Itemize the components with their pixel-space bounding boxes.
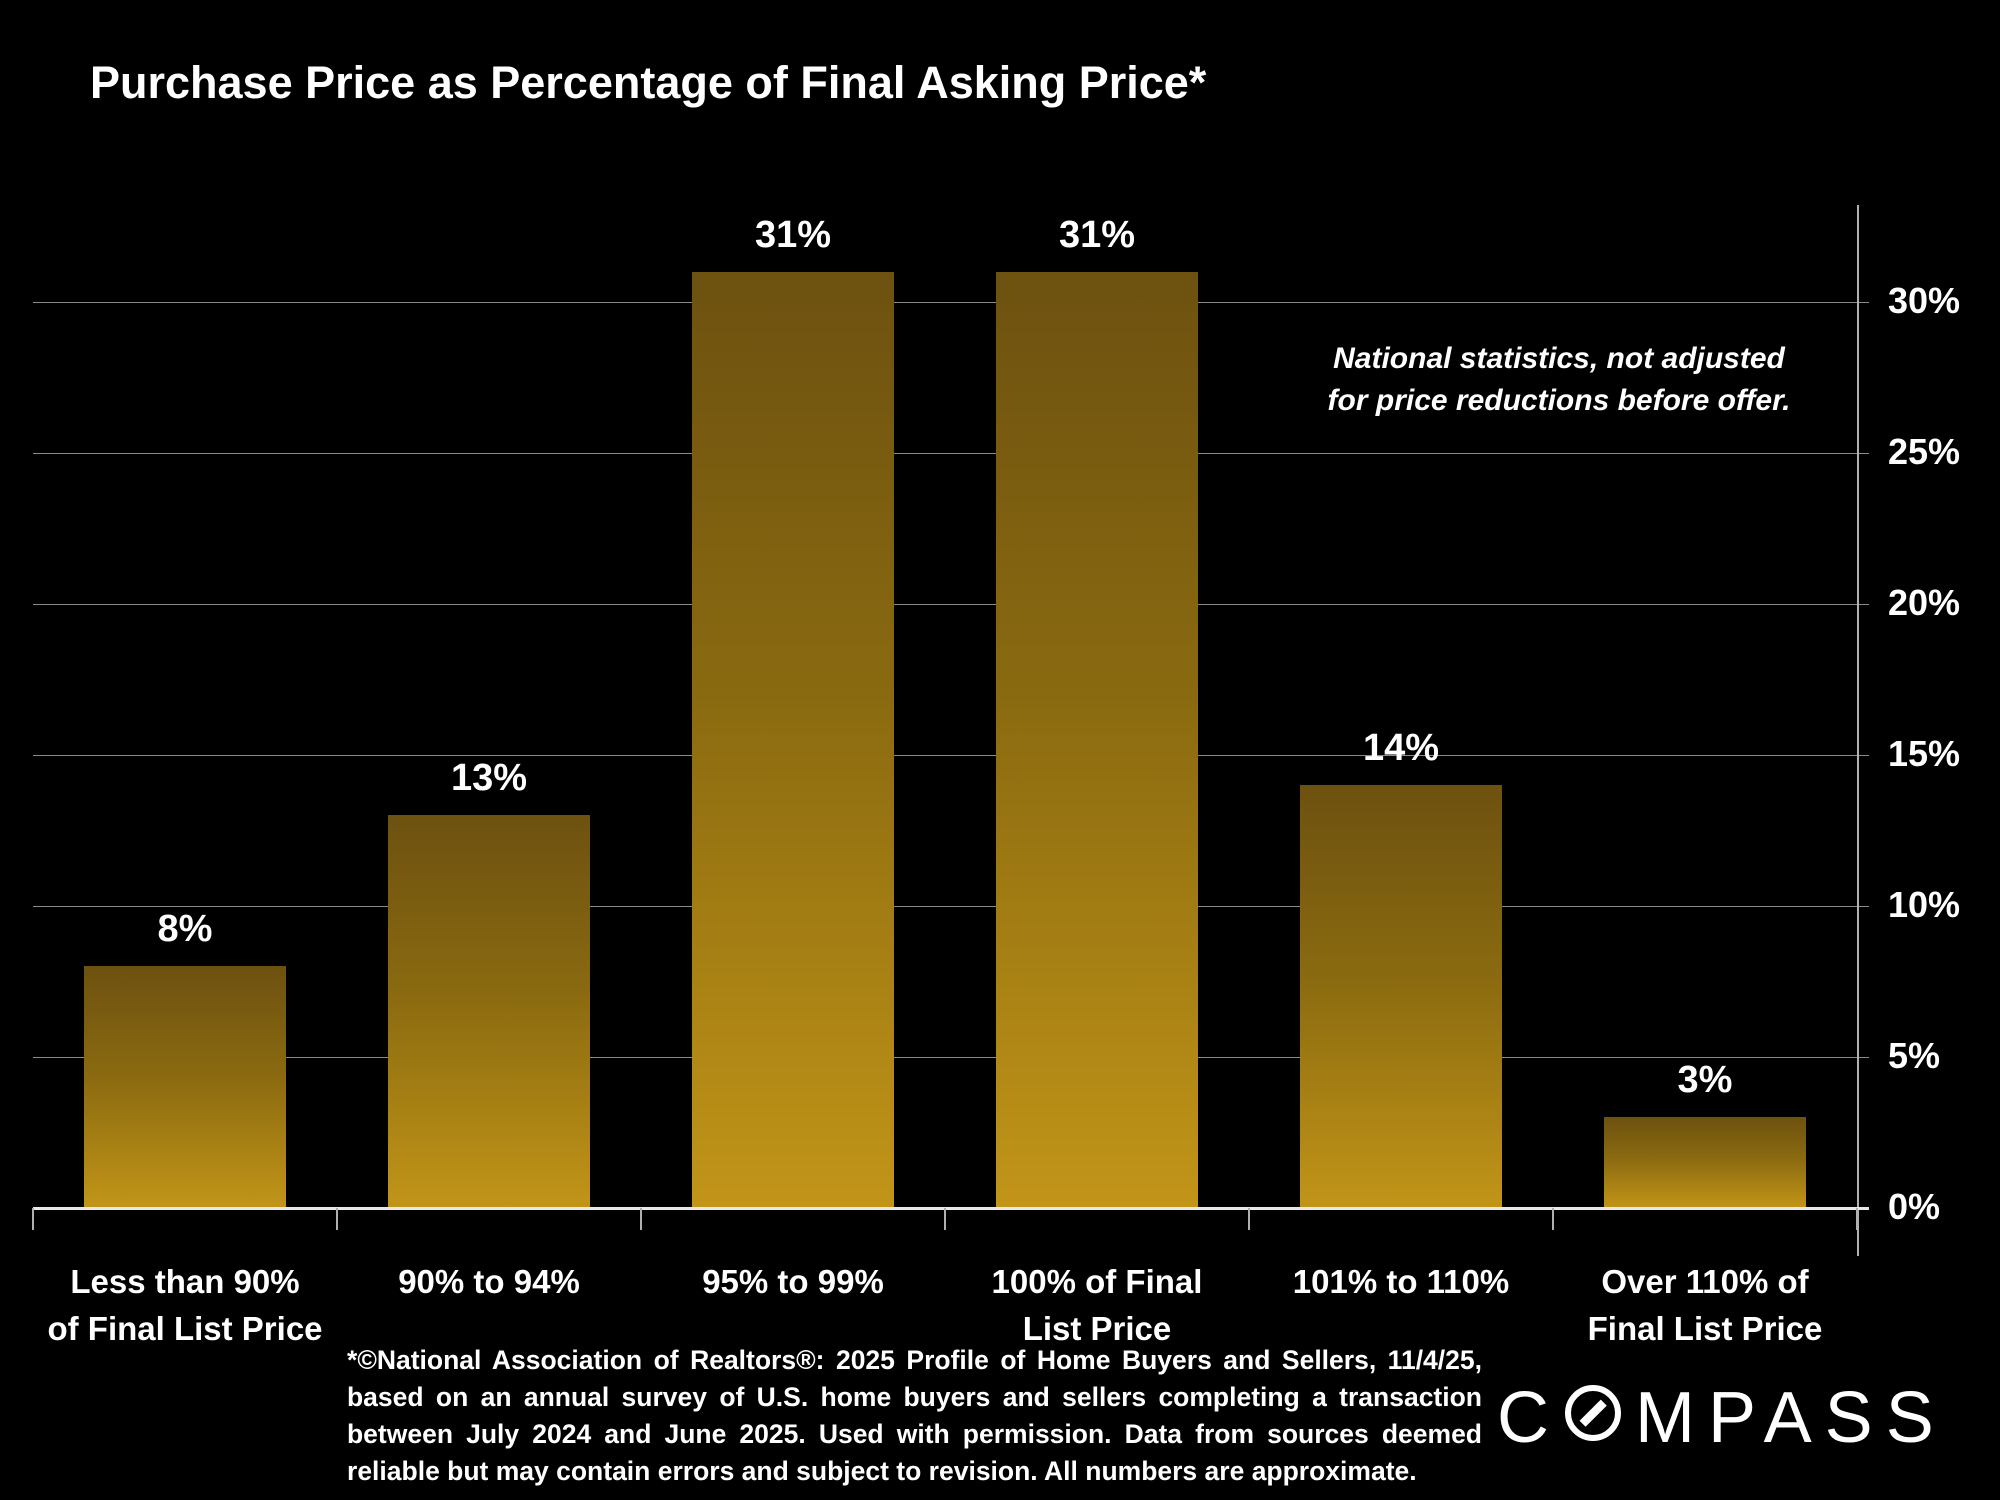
bar-1 (84, 966, 286, 1208)
category-label-line: Less than 90% (70, 1263, 300, 1300)
category-tick-1 (336, 1208, 338, 1230)
gridline-20pct (33, 603, 1869, 605)
chart-annotation: National statistics, not adjusted for pr… (1320, 338, 1798, 422)
category-tick-2 (640, 1208, 642, 1230)
gridline-30pct (33, 301, 1869, 303)
bar-3 (692, 271, 894, 1208)
category-label-line: of Final List Price (47, 1310, 323, 1347)
category-label-5: 101% to 110% (1229, 1258, 1573, 1305)
bar-6 (1604, 1117, 1806, 1208)
category-label-line: List Price (1022, 1310, 1172, 1347)
category-label-line: Over 110% of (1601, 1263, 1809, 1300)
y-tick-label-25pct: 25% (1888, 431, 1961, 472)
category-label-3: 95% to 99% (621, 1258, 965, 1305)
gridline-5pct (33, 1056, 1869, 1058)
bar-value-label-3: 31% (754, 213, 832, 256)
bar-2 (388, 815, 590, 1208)
gridline-10pct (33, 905, 1869, 907)
source-footnote: *©National Association of Realtors®: 202… (347, 1345, 1482, 1486)
bar-value-label-1: 8% (157, 908, 213, 951)
gridline-15pct (33, 754, 1869, 756)
x-axis-baseline (33, 1207, 1869, 1210)
y-tick-label-30pct: 30% (1888, 280, 1961, 321)
category-tick-6 (1856, 1208, 1858, 1230)
bar-5 (1300, 785, 1502, 1208)
category-tick-0 (32, 1208, 34, 1230)
y-tick-label-0pct: 0% (1888, 1186, 1941, 1227)
compass-logo-letter-c: C (1497, 1378, 1562, 1458)
compass-logo: C MPASS (1497, 1378, 1947, 1458)
gridline-25pct (33, 452, 1869, 454)
bar-value-label-5: 14% (1362, 727, 1440, 770)
category-tick-3 (944, 1208, 946, 1230)
y-tick-label-5pct: 5% (1888, 1035, 1941, 1076)
bar-value-label-2: 13% (450, 757, 528, 800)
category-label-line: Final List Price (1587, 1310, 1823, 1347)
y-tick-label-15pct: 15% (1888, 733, 1961, 774)
category-label-4: 100% of Final List Price (925, 1258, 1269, 1352)
category-tick-4 (1248, 1208, 1250, 1230)
compass-o-icon (1564, 1377, 1622, 1459)
bar-value-label-6: 3% (1677, 1059, 1733, 1102)
category-label-1: Less than 90% of Final List Price (13, 1258, 357, 1352)
bar-4 (996, 271, 1198, 1208)
compass-logo-letters-mpass: MPASS (1635, 1378, 1947, 1458)
y-tick-label-20pct: 20% (1888, 582, 1961, 623)
category-label-line: 90% to 94% (398, 1263, 580, 1300)
category-tick-5 (1552, 1208, 1554, 1230)
category-label-2: 90% to 94% (317, 1258, 661, 1305)
category-label-line: 100% of Final (991, 1263, 1203, 1300)
category-label-6: Over 110% of Final List Price (1533, 1258, 1877, 1352)
annotation-line-1: National statistics, not adjusted (1333, 342, 1785, 375)
chart-title: Purchase Price as Percentage of Final As… (90, 57, 1207, 108)
category-label-line: 95% to 99% (702, 1263, 884, 1300)
y-tick-label-10pct: 10% (1888, 884, 1961, 925)
category-label-line: 101% to 110% (1292, 1263, 1510, 1300)
y-axis-line (1857, 205, 1859, 1256)
bar-value-label-4: 31% (1058, 213, 1136, 256)
annotation-line-2: for price reductions before offer. (1327, 384, 1791, 417)
